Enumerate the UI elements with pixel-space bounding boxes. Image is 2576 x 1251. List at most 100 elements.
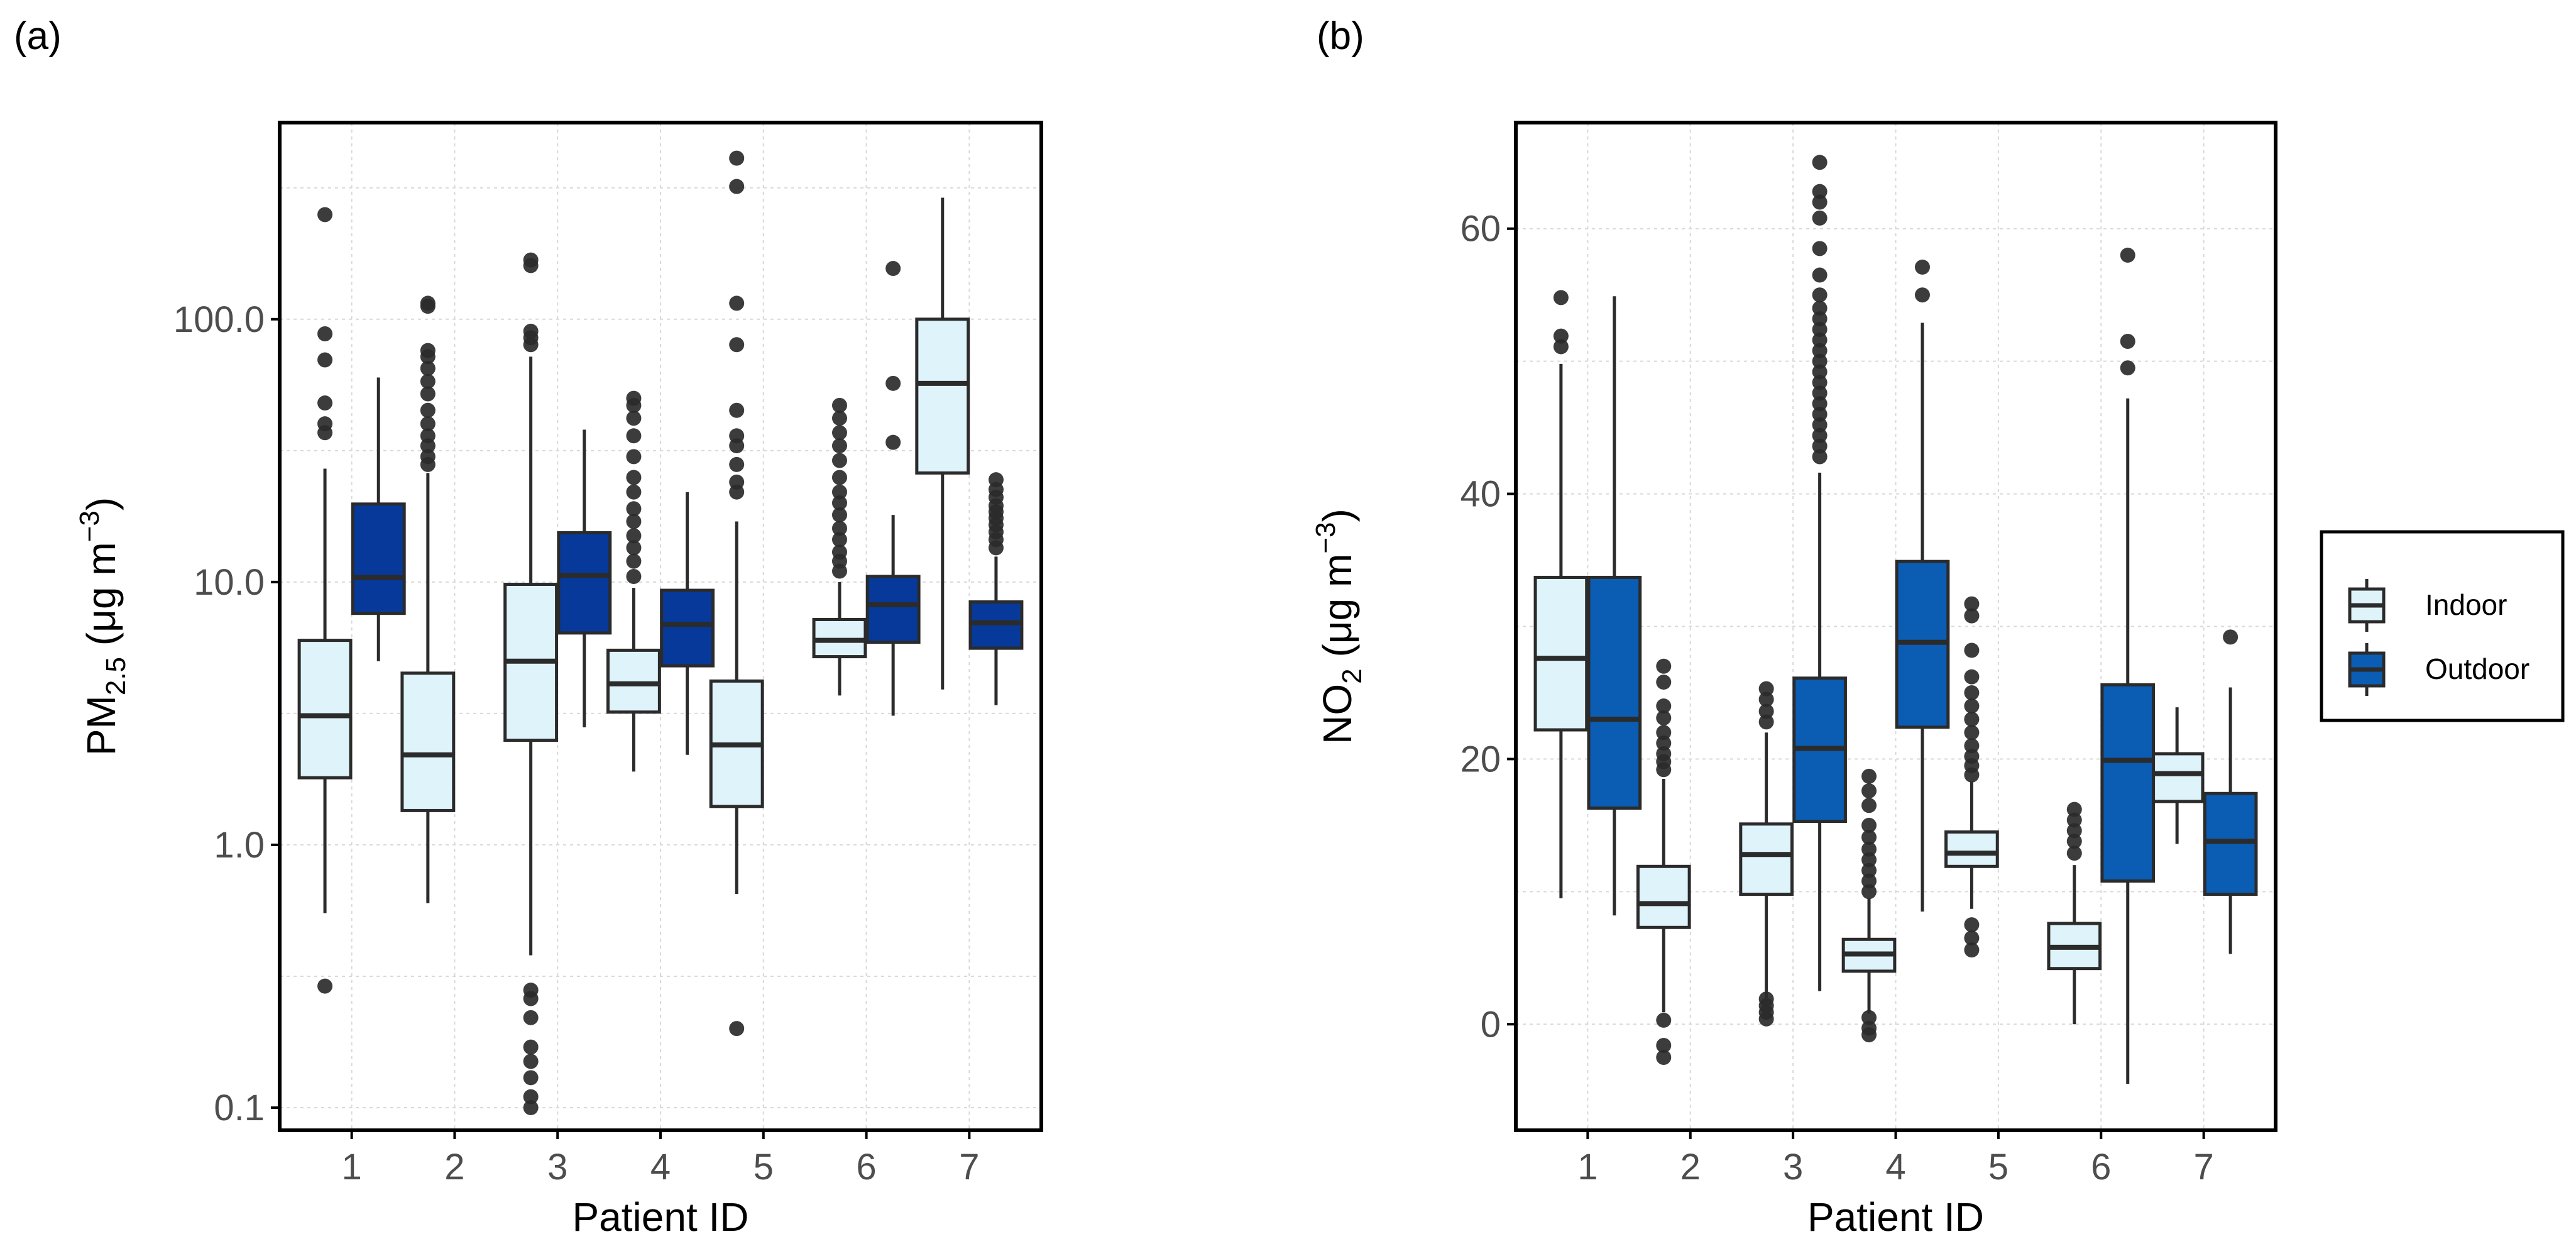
panel-b-label: (b)	[1317, 14, 1364, 58]
box-outdoor-patient-4	[660, 492, 715, 755]
outlier-point	[1812, 385, 1828, 401]
outlier-point	[1914, 259, 1930, 275]
box-indoor-patient-1	[1533, 290, 1589, 898]
outlier-point	[1656, 675, 1672, 690]
y-axis-title-subscript: 2	[1337, 668, 1367, 683]
outlier-point	[626, 553, 642, 569]
outlier-point	[831, 507, 847, 523]
outlier-point	[1964, 725, 1980, 741]
outlier-point	[729, 1021, 745, 1037]
y-axis-title-close: )	[1315, 509, 1360, 522]
outlier-point	[729, 337, 745, 353]
outlier-point	[1758, 692, 1774, 707]
y-tick-label: 100.0	[173, 299, 265, 340]
outlier-point	[1914, 287, 1930, 303]
outlier-point	[1656, 746, 1672, 761]
x-axis-title: Patient ID	[572, 1194, 748, 1240]
legend-item-indoor: Indoor	[2348, 579, 2507, 632]
outlier-point	[317, 395, 333, 411]
box-outdoor-patient-4	[1895, 259, 1950, 912]
outlier-point	[1553, 290, 1569, 306]
y-axis-title-subscript: 2.5	[101, 657, 131, 695]
outlier-point	[1964, 685, 1980, 700]
box-iqr	[1944, 830, 1999, 868]
y-tick-label: 0	[1481, 1004, 1501, 1045]
outlier-point	[1812, 184, 1828, 199]
outlier-point	[626, 514, 642, 529]
outlier-point	[1656, 710, 1672, 726]
box-iqr	[2100, 683, 2156, 883]
outlier-point	[1812, 449, 1828, 465]
outlier-point	[2066, 802, 2082, 817]
outlier-point	[523, 323, 539, 339]
outlier-point	[523, 1070, 539, 1086]
x-tick-label: 1	[342, 1147, 362, 1188]
outlier-point	[1964, 942, 1980, 958]
outlier-point	[1964, 669, 1980, 685]
outlier-point	[831, 438, 847, 454]
outlier-point	[626, 484, 642, 500]
outlier-point	[831, 532, 847, 548]
outlier-point	[420, 295, 436, 311]
x-tick-label: 4	[1885, 1147, 1905, 1188]
outlier-point	[1964, 698, 1980, 714]
legend-item-outdoor: Outdoor	[2348, 643, 2529, 696]
outlier-point	[831, 484, 847, 500]
outlier-point	[729, 179, 745, 194]
outlier-point	[626, 501, 642, 517]
outlier-point	[1861, 841, 1877, 857]
x-tick-label: 7	[959, 1147, 979, 1188]
y-tick-label: 0.1	[214, 1088, 265, 1128]
box-indoor-patient-4	[606, 390, 661, 772]
outlier-point	[2066, 846, 2082, 861]
outlier-point	[729, 428, 745, 444]
outlier-point	[729, 474, 745, 490]
y-axis-title-main: PM	[79, 695, 124, 756]
outlier-point	[1964, 712, 1980, 727]
outlier-point	[626, 449, 642, 465]
outlier-point	[1656, 725, 1672, 741]
outlier-point	[1812, 396, 1828, 412]
outlier-point	[1861, 1020, 1877, 1036]
outlier-point	[420, 428, 436, 444]
box-indoor-patient-2	[1636, 658, 1691, 1065]
box-indoor-patient-5	[1944, 596, 1999, 958]
outlier-point	[2120, 360, 2135, 376]
outlier-point	[831, 544, 847, 560]
box-indoor-patient-4	[1841, 768, 1897, 1043]
outlier-point	[1861, 873, 1877, 889]
legend-outdoor-label: Outdoor	[2425, 653, 2529, 685]
outlier-point	[420, 386, 436, 402]
outlier-point	[523, 983, 539, 998]
outlier-point	[1964, 608, 1980, 624]
outlier-point	[420, 373, 436, 389]
outlier-point	[1758, 714, 1774, 730]
y-axis-title: PM2.5 (μg m−3)	[74, 497, 131, 756]
outlier-point	[1812, 353, 1828, 369]
outlier-point	[523, 1089, 539, 1105]
box-indoor-patient-3	[1739, 681, 1794, 1027]
outlier-point	[420, 402, 436, 418]
box-iqr	[351, 502, 406, 615]
outlier-point	[317, 207, 333, 223]
y-axis-title: NO2 (μg m−3)	[1310, 509, 1367, 744]
box-iqr	[606, 648, 661, 714]
outlier-point	[2120, 247, 2135, 263]
x-axis-title: Patient ID	[1807, 1194, 1984, 1240]
box-indoor-patient-7	[915, 197, 970, 690]
outlier-point	[2120, 334, 2135, 350]
outlier-point	[1812, 332, 1828, 348]
box-iqr	[2203, 791, 2258, 896]
outlier-point	[626, 390, 642, 406]
outlier-point	[1656, 1012, 1672, 1028]
outlier-point	[1861, 829, 1877, 845]
outlier-point	[1861, 884, 1877, 900]
outlier-point	[1656, 1038, 1672, 1054]
outlier-point	[1656, 1049, 1672, 1065]
outlier-point	[626, 540, 642, 556]
outlier-point	[523, 1010, 539, 1025]
outlier-point	[1812, 364, 1828, 380]
y-axis-title-exponent: −3	[74, 510, 105, 542]
outlier-point	[626, 411, 642, 426]
